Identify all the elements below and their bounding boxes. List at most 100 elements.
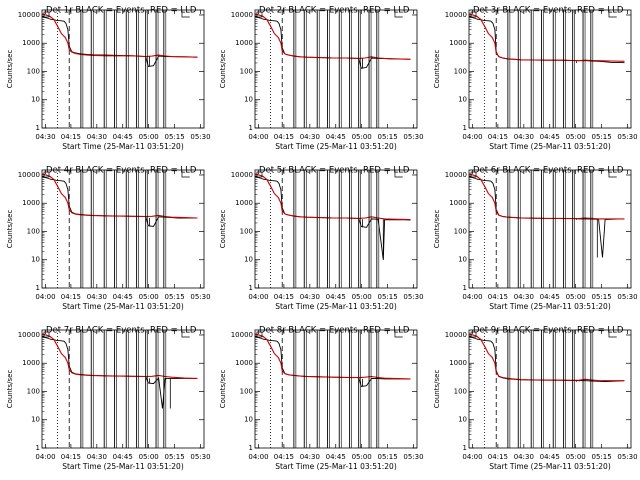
y-tick-label: 10000 [231,331,253,339]
x-tick-label: 04:45 [326,133,346,141]
plot-frame [468,169,632,289]
y-axis-label: Counts/sec [6,210,14,249]
y-tick-label: 100 [27,227,40,235]
series-lld-line [469,13,625,62]
x-tick-label: 04:30 [514,133,534,141]
plot-frame [468,9,632,129]
plot-frame [468,329,632,449]
plot-area [469,10,625,128]
end-marker [608,10,617,18]
series-lld-line [42,13,198,58]
x-tick-label: 05:15 [164,453,184,461]
x-tick-label: 05:00 [566,453,586,461]
x-tick-label: 04:15 [61,293,81,301]
x-tick-label: 05:30 [403,453,423,461]
x-tick-label: 04:45 [326,293,346,301]
y-axis-label: Counts/sec [219,210,227,249]
panel-det-2: Det 2r BLACK = Events, RED = LLD 1 10 100 10… [219,6,424,152]
x-axis-label: Start Time (25-Mar-11 03:51:20) [62,302,184,311]
y-tick-label: 100 [240,67,253,75]
y-tick-label: 10000 [445,11,467,19]
panel-det-3: Det 3r BLACK = Events, RED = LLD 1 10 100 10… [433,6,638,152]
plot-frame [254,169,418,289]
panel-det-8: Det 8r BLACK = Events, RED = LLD 1 10 100 10… [219,326,424,472]
series-events-line [255,15,411,69]
x-tick-label: 05:30 [403,293,423,301]
plot-area [255,330,411,448]
x-tick-label: 04:15 [61,133,81,141]
start-marker [43,171,50,178]
chart-title: Det 6r BLACK = Events, RED = LLD [473,166,624,176]
x-axis-label: Start Time (25-Mar-11 03:51:20) [62,462,184,471]
end-marker [181,10,190,18]
x-tick-label: 04:30 [87,293,107,301]
end-marker [608,330,617,338]
x-tick-label: 05:00 [139,453,159,461]
y-tick-label: 100 [27,387,40,395]
y-tick-label: 1000 [22,39,40,47]
y-tick-label: 10000 [18,11,40,19]
start-marker [470,11,477,18]
x-tick-label: 04:45 [326,453,346,461]
x-tick-label: 05:15 [591,293,611,301]
y-tick-label: 10000 [18,171,40,179]
plot-frame [41,9,205,129]
y-tick-label: 1 [249,124,253,132]
series-lld-line [255,173,411,221]
y-tick-label: 10 [31,256,40,264]
x-tick-label: 05:00 [139,133,159,141]
plot-frame [254,9,418,129]
end-marker [394,170,403,178]
y-tick-label: 10000 [231,11,253,19]
x-tick-label: 04:30 [300,453,320,461]
y-tick-label: 100 [454,227,467,235]
start-marker [256,331,263,338]
y-tick-label: 10 [458,96,467,104]
x-tick-label: 04:15 [274,453,294,461]
start-marker [256,171,263,178]
plot-area [42,10,198,128]
x-tick-label: 04:15 [274,133,294,141]
series-lld-line [469,333,625,382]
y-axis-label: Counts/sec [433,50,441,89]
x-tick-label: 04:00 [462,293,482,301]
y-tick-label: 1000 [449,359,467,367]
x-tick-label: 05:15 [377,133,397,141]
y-tick-label: 10 [458,256,467,264]
x-tick-label: 04:45 [113,133,133,141]
y-tick-label: 100 [240,387,253,395]
y-tick-label: 1 [36,124,40,132]
series-events-line [42,175,198,227]
plot-area [42,330,198,448]
y-tick-label: 10 [244,416,253,424]
x-tick-label: 04:30 [514,453,534,461]
x-tick-label: 05:30 [190,453,210,461]
chart-title: Det 1r BLACK = Events, RED = LLD [46,6,197,16]
end-marker [394,330,403,338]
y-tick-label: 1 [463,124,467,132]
x-tick-label: 05:00 [566,133,586,141]
end-marker [181,330,190,338]
panel-det-5: Det 5r BLACK = Events, RED = LLD 1 10 100 10… [219,166,424,312]
series-lld-line [42,333,198,379]
y-tick-label: 10 [31,96,40,104]
x-tick-label: 04:45 [540,453,560,461]
y-tick-label: 1 [249,444,253,452]
x-tick-label: 04:30 [87,453,107,461]
x-tick-label: 05:00 [352,453,372,461]
x-tick-label: 04:45 [113,453,133,461]
x-tick-label: 04:15 [488,293,508,301]
y-tick-label: 10 [458,416,467,424]
chart-title: Det 3r BLACK = Events, RED = LLD [473,6,624,16]
y-tick-label: 10000 [18,331,40,339]
plot-area [42,170,198,288]
y-tick-label: 10 [244,256,253,264]
series-events-line [42,15,198,68]
y-tick-label: 1000 [449,199,467,207]
x-tick-label: 05:30 [617,133,637,141]
plot-frame [254,329,418,449]
x-tick-label: 04:00 [462,453,482,461]
end-marker [394,10,403,18]
start-marker [43,11,50,18]
series-events-line [42,335,198,409]
